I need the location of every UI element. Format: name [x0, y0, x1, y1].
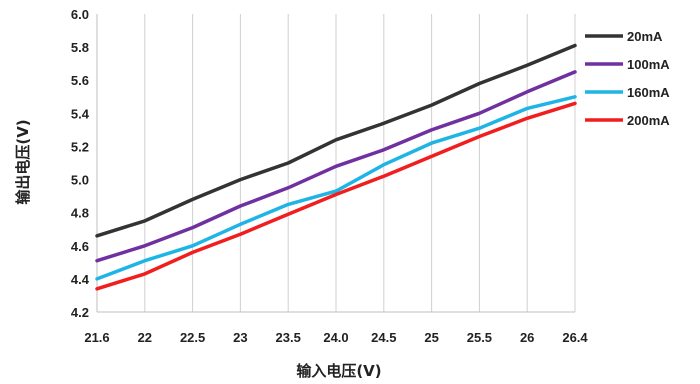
y-tick-label: 5.4 — [71, 106, 90, 121]
legend-label: 20mA — [627, 29, 663, 44]
series-line-200mA — [95, 101, 577, 291]
x-tick-label: 23 — [233, 330, 247, 345]
series-line-100mA — [95, 70, 577, 263]
y-tick-label: 4.2 — [71, 305, 89, 320]
x-tick-label: 26.4 — [562, 330, 588, 345]
x-tick-label: 25 — [424, 330, 438, 345]
y-axis-title: 输出电压(V) — [14, 119, 32, 204]
grid-lines — [144, 14, 576, 312]
y-tick-label: 6.0 — [71, 7, 89, 22]
y-tick-label: 4.8 — [71, 206, 89, 221]
legend-label: 160mA — [627, 85, 670, 100]
legend-label: 100mA — [627, 57, 670, 72]
y-tick-label: 4.6 — [71, 239, 89, 254]
x-tick-labels: 21.6 22 22.5 23 23.5 24.0 24.5 25 25.5 26 26.4 — [84, 330, 588, 345]
x-tick-label: 23.5 — [276, 330, 301, 345]
x-tick-label: 25.5 — [467, 330, 492, 345]
x-axis-title: 输入电压(V) — [296, 362, 381, 380]
x-tick-label: 21.6 — [84, 330, 109, 345]
y-tick-label: 4.4 — [71, 272, 90, 287]
series-line-20mA — [95, 43, 577, 238]
x-tick-label: 22.5 — [180, 330, 205, 345]
x-tick-label: 24.5 — [371, 330, 396, 345]
legend: 20mA 100mA 160mA 200mA — [585, 29, 670, 128]
y-tick-label: 5.8 — [71, 40, 89, 55]
x-tick-label: 26 — [520, 330, 534, 345]
y-tick-label: 5.2 — [71, 139, 89, 154]
x-tick-label: 22 — [138, 330, 152, 345]
y-tick-labels: 4.2 4.4 4.6 4.8 5.0 5.2 5.4 5.6 5.8 6.0 — [71, 7, 90, 320]
legend-label: 200mA — [627, 113, 670, 128]
series-lines — [95, 43, 577, 291]
x-tick-label: 24.0 — [323, 330, 348, 345]
series-line-160mA — [95, 95, 577, 281]
y-tick-label: 5.6 — [71, 73, 89, 88]
y-tick-label: 5.0 — [71, 173, 89, 188]
